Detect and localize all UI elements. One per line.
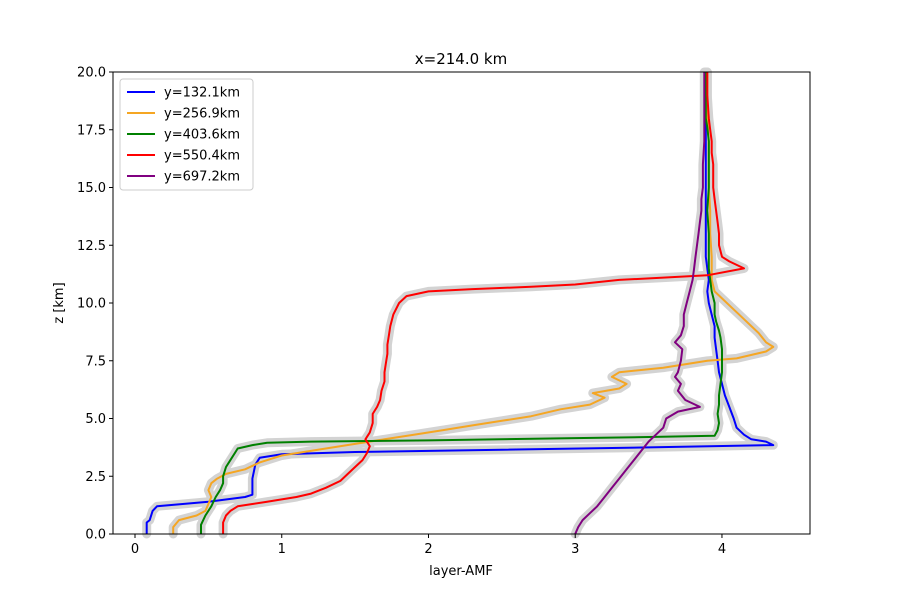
legend: y=132.1km y=256.9km y=403.6km y=550.4km y=69… [119, 78, 254, 191]
y-tick-label: 20.0 [77, 66, 106, 81]
x-tick-label: 2 [424, 542, 432, 557]
legend-label-3: y=403.6km [164, 128, 240, 143]
legend-label-1: y=132.1km [164, 86, 240, 101]
series-line-4 [222, 72, 745, 534]
y-tick-label: 5.0 [85, 412, 106, 427]
y-tick-label: 7.5 [85, 354, 106, 369]
y-tick-label: 2.5 [85, 470, 106, 485]
x-tick-label: 4 [718, 542, 726, 557]
y-tick-label: 0.0 [85, 528, 106, 543]
series-lines [145, 72, 775, 535]
y-axis-label: z [km] [52, 282, 67, 323]
y-tick-label: 15.0 [77, 181, 106, 196]
x-tick-label: 3 [571, 542, 579, 557]
chart-title: x=214.0 km [415, 50, 507, 68]
series-line-3 [200, 72, 723, 534]
x-axis-label: layer-AMF [429, 564, 493, 579]
plot-area-frame [112, 71, 811, 535]
y-axis-ticks: 0.0 2.5 5.0 7.5 10.0 12.5 15.0 17.5 20.0 [77, 66, 113, 543]
legend-label-5: y=697.2km [164, 170, 240, 185]
y-tick-label: 10.0 [77, 297, 106, 312]
legend-label-2: y=256.9km [164, 107, 240, 122]
x-axis-ticks: 0 1 2 3 4 [131, 534, 726, 557]
series-line-1 [145, 72, 775, 534]
y-tick-label: 12.5 [77, 239, 106, 254]
x-tick-label: 0 [131, 542, 139, 557]
x-tick-label: 1 [278, 542, 286, 557]
legend-box [119, 78, 254, 191]
series-line-5 [574, 72, 706, 535]
y-tick-label: 17.5 [77, 123, 106, 138]
legend-label-4: y=550.4km [164, 149, 240, 164]
series-line-2 [172, 72, 775, 534]
